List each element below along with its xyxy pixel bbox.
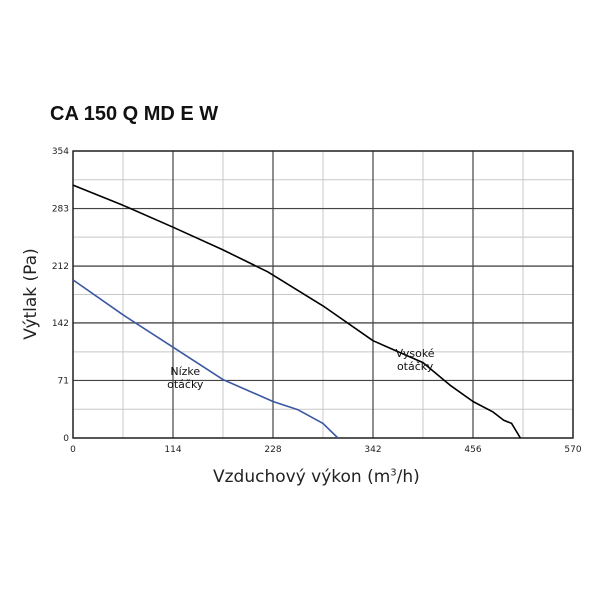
minor-gridlines xyxy=(72,150,574,439)
x-tick-label: 456 xyxy=(464,445,481,455)
x-tick-label: 342 xyxy=(364,445,381,455)
series-lines xyxy=(72,184,522,439)
x-axis-label-superscript: 3 xyxy=(390,467,397,479)
series-label-high-speed: Vysoké xyxy=(396,347,435,360)
chart-title: CA 150 Q MD E W xyxy=(50,103,219,125)
x-tick-label: 114 xyxy=(164,445,181,455)
x-axis-label: Vzduchový výkon (m3/h) xyxy=(213,467,420,487)
y-tick-label: 71 xyxy=(58,376,69,386)
series-label-high-speed: otáčky xyxy=(397,360,434,373)
y-axis-label: Výtlak (Pa) xyxy=(21,248,41,339)
x-axis-label-tail: /h) xyxy=(396,467,420,487)
y-tick-label: 354 xyxy=(52,147,69,157)
y-tick-label: 212 xyxy=(52,262,69,272)
series-line-high-speed xyxy=(72,184,522,439)
y-tick-label: 283 xyxy=(52,205,69,215)
y-tick-labels: 0 71 142 212 283 354 xyxy=(52,147,69,444)
y-tick-label: 142 xyxy=(52,319,69,329)
series-label-low-speed: Nízke xyxy=(170,365,200,378)
plot-frame xyxy=(72,150,574,439)
x-tick-labels: 0 114 228 342 456 570 xyxy=(70,445,582,455)
y-tick-label: 0 xyxy=(63,434,69,444)
x-tick-label: 228 xyxy=(264,445,281,455)
series-label-low-speed: otáčky xyxy=(167,378,204,391)
x-tick-label: 570 xyxy=(564,445,581,455)
x-axis-label-main: Vzduchový výkon (m xyxy=(213,467,391,487)
major-gridlines xyxy=(72,150,574,439)
series-line-low-speed xyxy=(72,279,339,439)
x-tick-label: 0 xyxy=(70,445,76,455)
